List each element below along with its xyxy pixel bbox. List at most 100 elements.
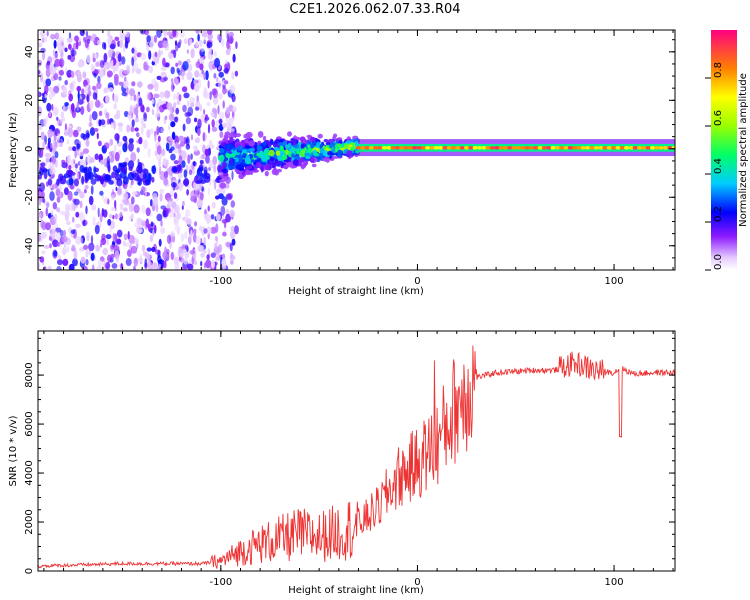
- spectrogram-cell: [205, 114, 208, 119]
- spectrogram-cell: [576, 146, 582, 150]
- spectrogram-cell: [173, 160, 179, 165]
- spectrogram-cell: [187, 154, 191, 165]
- spectrogram-cell: [83, 219, 86, 227]
- spectrogram-cell: [222, 176, 230, 181]
- spectrogram-cell: [143, 64, 150, 71]
- spectrogram-cell: [181, 244, 187, 251]
- spectrogram-cell: [91, 111, 98, 121]
- spectrogram-cell: [144, 258, 148, 268]
- spectrogram-cell: [550, 146, 556, 150]
- spectrogram-cell: [74, 149, 77, 159]
- spectrogram-cell: [59, 210, 65, 215]
- spectrogram-cell: [146, 129, 151, 139]
- spectrogram-cell: [136, 228, 143, 233]
- spectrogram-cell: [151, 165, 156, 174]
- spectrogram-cell: [204, 148, 210, 156]
- spectrogram-cell: [232, 53, 236, 63]
- spectrogram-cell: [178, 164, 182, 171]
- spectrogram-cell: [245, 165, 253, 170]
- spectrogram-cell: [79, 30, 85, 37]
- spectrogram-cell: [355, 146, 362, 150]
- spectrogram-cell: [74, 35, 79, 42]
- spectrogram-cell: [177, 173, 183, 179]
- spectrogram-cell: [57, 43, 63, 53]
- spectrogram-cell: [114, 170, 119, 176]
- spectrogram-cell: [117, 186, 122, 194]
- spectrogram-cell: [160, 149, 166, 157]
- spectrogram-cell: [292, 138, 297, 146]
- spectrogram-cell: [121, 91, 128, 97]
- spectrogram-cell: [112, 232, 116, 242]
- spectrogram-cell: [238, 167, 245, 172]
- spectrogram-cell: [124, 139, 128, 149]
- spectrogram-cell: [195, 41, 199, 48]
- spectrogram-cell: [113, 144, 117, 154]
- spectrogram-cell: [377, 146, 383, 150]
- spectrogram-cell: [211, 119, 215, 128]
- spectrogram-cell: [49, 147, 53, 152]
- spectrogram-cell: [216, 252, 221, 261]
- spectrogram-cell: [96, 82, 102, 90]
- spectrogram-cell: [84, 85, 88, 94]
- spectrogram-cell: [325, 141, 330, 146]
- spectrogram-cell: [230, 225, 235, 232]
- spectrogram-cell: [221, 38, 225, 48]
- spectrogram-cell: [174, 135, 179, 145]
- spectrogram-cell: [173, 49, 177, 59]
- spectrogram-cell: [133, 204, 140, 214]
- x-tick-label: 100: [605, 577, 624, 588]
- spectrogram-cell: [134, 118, 140, 123]
- spectrogram-cell: [319, 147, 325, 154]
- spectrogram-cell: [137, 162, 143, 170]
- spectrogram-cell: [42, 197, 46, 203]
- spectrogram-cell: [230, 200, 236, 208]
- spectrogram-cell: [124, 40, 129, 49]
- spectrogram-cell: [641, 146, 647, 150]
- spectrogram-cell: [224, 135, 229, 141]
- snr-x-axis-label: Height of straight line (km): [288, 585, 424, 596]
- spectrogram-cell: [85, 231, 90, 241]
- spectrogram-cell: [237, 145, 244, 151]
- spectrogram-cell: [108, 38, 111, 49]
- spectrogram-cell: [208, 139, 213, 150]
- spectrogram-cell: [253, 148, 258, 152]
- spectrogram-cell: [92, 92, 97, 100]
- spectrogram-cell: [49, 243, 52, 249]
- spectrogram-cell: [52, 145, 57, 154]
- spectrogram-cell: [219, 182, 226, 189]
- spectrogram-cell: [100, 119, 106, 126]
- spectrogram-cell: [75, 211, 80, 218]
- spectrogram-cell: [38, 59, 42, 67]
- spectrogram-cell: [81, 175, 85, 185]
- spectrogram-cell: [50, 209, 54, 216]
- spectrogram-cell: [307, 144, 311, 149]
- spectrogram-cell: [159, 91, 165, 99]
- spectrogram-cell: [229, 209, 235, 218]
- spectrogram-cell: [90, 37, 95, 42]
- spectrogram-cell: [85, 259, 89, 266]
- spectrogram-cell: [199, 191, 204, 202]
- spectrogram-cell: [256, 152, 260, 157]
- spectrogram-cell: [85, 30, 89, 37]
- spectrogram-cell: [485, 146, 491, 150]
- spectrogram-cell: [140, 117, 145, 127]
- spectrogram-cell: [82, 71, 87, 79]
- spectrogram-cell: [84, 173, 90, 182]
- spectrogram-cell: [57, 259, 63, 266]
- spectrogram-cell: [96, 39, 102, 45]
- spectrogram-cell: [174, 216, 178, 224]
- spectrogram-cell: [58, 76, 62, 81]
- spectrogram-cell: [146, 106, 150, 113]
- spectrogram-cell: [40, 162, 46, 167]
- spectrogram-cell: [628, 146, 634, 150]
- spectrogram-cell: [49, 236, 52, 241]
- spectrogram-cell: [149, 128, 154, 135]
- spectrogram-cell: [193, 79, 196, 85]
- spectrogram-cell: [93, 128, 99, 132]
- spectrogram-cell: [218, 179, 226, 183]
- spectrogram-cell: [163, 178, 169, 186]
- spectrogram-cell: [159, 165, 162, 175]
- spectrogram-cell: [68, 165, 72, 170]
- spectrogram-cell: [234, 70, 239, 77]
- spectrogram-cell: [52, 91, 56, 97]
